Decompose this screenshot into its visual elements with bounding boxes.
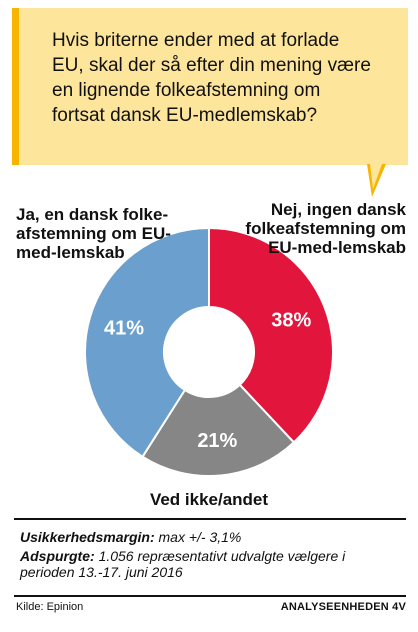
margin-value: max +/- 3,1% [158, 529, 242, 545]
label-dont-know: Ved ikke/andet [149, 490, 269, 509]
brand: ANALYSEENHEDEN 4V [280, 601, 406, 613]
divider-top [14, 518, 406, 520]
margin-label: Usikkerhedsmargin: [20, 529, 155, 545]
question-bubble [12, 8, 408, 165]
respondents: Adspurgte: 1.056 repræsentativt udvalgte… [20, 548, 350, 580]
donut-slice-0 [208, 226, 334, 444]
donut-slice-1 [141, 383, 296, 477]
margin-of-error: Usikkerhedsmargin: max +/- 3,1% [20, 529, 241, 545]
respondents-label: Adspurgte: [20, 548, 95, 564]
slice-value-label-2: 41% [104, 317, 144, 339]
respondents-value: 1.056 repræsentativt udvalgte vælgere i … [20, 548, 346, 580]
slice-value-label-0: 38% [271, 309, 311, 331]
donut-slice-2 [84, 226, 210, 459]
source: Kilde: Epinion [16, 601, 84, 613]
divider-bottom [14, 595, 406, 597]
label-no: Nej, ingen dansk folkeafstemning om EU-m… [245, 200, 406, 257]
question-text: Hvis briterne ender med at forlade EU, s… [52, 30, 371, 126]
label-yes: Ja, en dansk folke-afstemning om EU-med-… [16, 205, 171, 262]
slice-value-label-1: 21% [197, 430, 237, 452]
